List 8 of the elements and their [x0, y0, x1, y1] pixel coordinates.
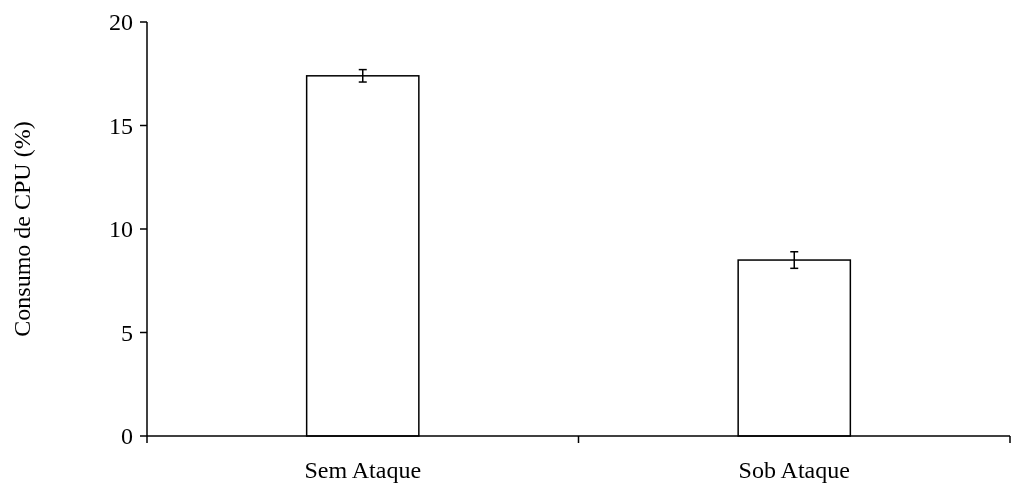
y-tick-label: 10: [109, 216, 133, 243]
y-tick-label: 15: [109, 112, 133, 139]
y-tick-label: 0: [121, 423, 133, 450]
x-tick-label: Sob Ataque: [738, 457, 850, 483]
x-tick-label: Sem Ataque: [304, 457, 422, 483]
y-tick-label: 5: [121, 319, 133, 346]
y-tick-label: 20: [109, 9, 133, 36]
y-axis-title: Consumo de CPU (%): [9, 121, 35, 337]
